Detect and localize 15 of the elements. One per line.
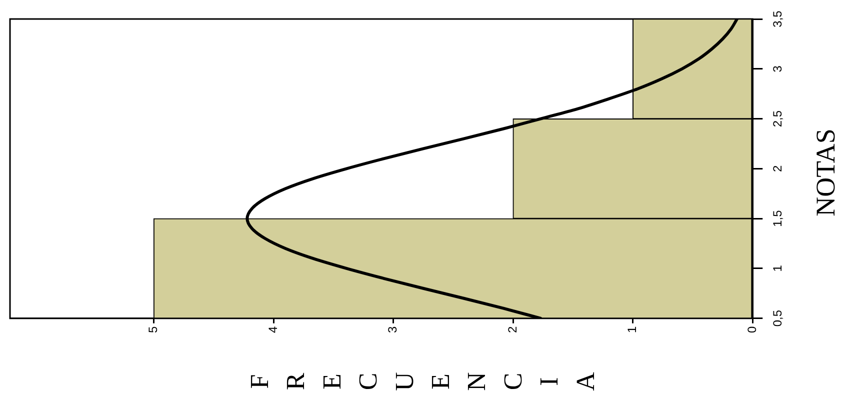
y-tick-label: 3,5 (770, 10, 784, 28)
x-tick-label: 2 (505, 326, 520, 334)
x-tick-label: 4 (266, 326, 280, 334)
y-tick-label: 3 (770, 65, 784, 72)
x-tick-label: 1 (625, 326, 640, 334)
y-tick-label: 2 (770, 165, 784, 172)
x-tick-label: 5 (146, 326, 160, 334)
y-axis-title: NOTAS (810, 128, 840, 217)
x-tick-label: 0 (744, 326, 759, 334)
y-tick-label: 0,5 (770, 310, 784, 327)
x-tick-label: 3 (386, 326, 400, 334)
x-axis-title: FRECUENCIA (245, 367, 607, 396)
y-tick-label: 1 (770, 264, 784, 272)
y-tick-label: 2,5 (770, 110, 784, 128)
y-tick-label: 1,5 (770, 210, 784, 227)
